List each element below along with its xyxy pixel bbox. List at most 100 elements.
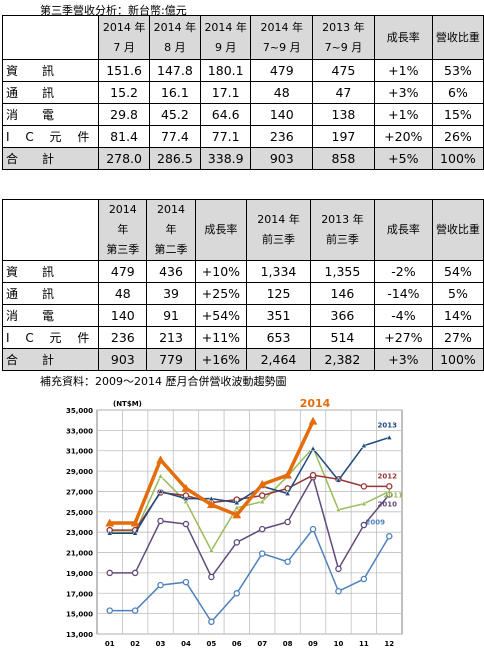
table-cell: 858 [312, 147, 375, 170]
table-cell: +16% [194, 348, 248, 371]
data-point-2009 [208, 618, 215, 626]
y-tick-label: 27,000 [66, 488, 93, 496]
data-point-2010 [360, 521, 368, 529]
y-tick-label: 15,000 [66, 611, 93, 619]
table-row: 資 訊 479 436 +10% 1,334 1,355 -2% 54% [1, 260, 484, 283]
table-cell: 合 計 [1, 147, 100, 170]
table-cell: 436 [146, 260, 196, 283]
data-point-2013 [335, 477, 342, 483]
table-cell: +20% [373, 125, 433, 148]
table-cell: +3% [373, 81, 433, 104]
data-point-2014 [156, 455, 165, 464]
series-label-2010: 2010 [378, 501, 398, 509]
data-point-2011 [233, 504, 240, 511]
data-point-2009 [386, 533, 393, 540]
y-tick-label: 33,000 [66, 427, 93, 435]
data-point-2011 [259, 498, 266, 504]
data-point-2009 [335, 587, 342, 595]
header-cell: 2013 年 前三季 [309, 199, 375, 261]
table-cell: +1% [373, 59, 433, 82]
header-cell: 2014 年 第三季 [98, 199, 148, 261]
table-cell: +5% [373, 147, 433, 170]
table-row: 資 訊 151.6 147.8 180.1 479 475 +1% 53% [1, 59, 484, 82]
table-cell: 236 [98, 326, 148, 349]
series-label-2009: 2009 [366, 518, 386, 526]
table-cell: +54% [194, 304, 248, 327]
table-cell: +27% [373, 326, 433, 349]
table-cell: 26% [431, 125, 484, 148]
table-cell: 100% [431, 348, 484, 371]
data-point-2009 [284, 558, 291, 565]
data-point-2012 [258, 492, 266, 499]
table-cell: 779 [146, 348, 196, 371]
table-cell: 54% [431, 260, 484, 283]
header-cell: 2014 年 第二季 [146, 199, 196, 261]
table-cell: 資 訊 [1, 59, 100, 82]
table-cell: 45.2 [148, 103, 201, 126]
table-cell: 479 [98, 260, 148, 283]
table-cell: 366 [309, 304, 375, 327]
data-point-2014 [181, 483, 191, 492]
chart-caption: 補充資料：2009～2014 歷月合併營收波動趨勢圖 [40, 375, 287, 388]
table-cell: 180.1 [199, 59, 252, 82]
series-label-2014: 2014 [300, 397, 331, 410]
data-point-2014 [257, 479, 267, 488]
table-cell: 351 [246, 304, 311, 327]
header-cell [1, 199, 100, 261]
series-line-2010 [109, 475, 390, 579]
header-cell: 營收比重 [431, 199, 484, 261]
data-point-2009 [233, 590, 241, 597]
table-row: 通 訊 48 39 +25% 125 146 -14% 5% [1, 282, 484, 305]
header-cell: 2013 年 7~9 月 [312, 15, 375, 60]
data-point-2010 [284, 518, 291, 526]
data-point-2014 [105, 518, 115, 527]
table-cell: 81.4 [98, 125, 150, 148]
table-cell: 5% [431, 282, 484, 305]
table-cell: 通 訊 [1, 81, 100, 104]
top-caption: 第三季營收分析：新台幣:億元 [40, 4, 187, 17]
header-cell [1, 15, 100, 60]
data-point-2011 [386, 488, 393, 494]
table-cell: 653 [246, 326, 311, 349]
data-point-2010 [182, 520, 190, 528]
data-point-2013 [132, 530, 139, 536]
y-tick-label: 17,000 [66, 590, 93, 598]
y-tick-label: 13,000 [66, 631, 93, 639]
data-point-2013 [182, 495, 189, 501]
y-tick-label: 35,000 [66, 407, 93, 415]
x-tick-label: 10 [334, 640, 344, 648]
table-cell: 1,355 [309, 260, 375, 283]
series-label-2013: 2013 [378, 421, 398, 429]
data-point-2010 [131, 569, 139, 577]
y-tick-label: 23,000 [66, 529, 93, 537]
x-tick-label: 07 [257, 640, 267, 648]
data-point-2012 [360, 483, 368, 490]
table-cell: 100% [431, 147, 484, 170]
table-cell: I C 元 件 [1, 125, 100, 148]
table-cell: I C 元 件 [1, 326, 100, 349]
header-cell: 成長率 [194, 199, 248, 261]
ytd-revenue-table: 2014 年 第三季 2014 年 第二季 成長率 2014 年 前三季 2013 年 … [1, 199, 484, 371]
data-point-2014 [130, 518, 140, 527]
table-cell: 16.1 [148, 81, 201, 104]
data-point-2009 [157, 581, 164, 589]
data-point-2011 [157, 473, 164, 479]
table-cell: +25% [194, 282, 248, 305]
data-point-2009 [309, 525, 317, 533]
table-cell: 53% [431, 59, 484, 82]
table-cell: -2% [373, 260, 433, 283]
header-cell: 2014 年 7 月 [98, 15, 150, 60]
table-cell: 2,382 [309, 348, 375, 371]
x-tick-label: 03 [156, 640, 166, 648]
table-cell: 338.9 [199, 147, 252, 170]
table-row: 通 訊 15.2 16.1 17.1 48 47 +3% 6% [1, 81, 484, 104]
table-cell: 197 [312, 125, 375, 148]
x-tick-label: 04 [181, 640, 191, 648]
table-cell: +10% [194, 260, 248, 283]
header-cell: 營收比重 [431, 15, 484, 60]
data-point-2013 [233, 499, 240, 505]
table-cell: +3% [373, 348, 433, 371]
data-point-2010 [335, 565, 342, 573]
table-row: I C 元 件 81.4 77.4 77.1 236 197 +20% 26% [1, 125, 484, 148]
x-tick-label: 02 [130, 640, 140, 648]
